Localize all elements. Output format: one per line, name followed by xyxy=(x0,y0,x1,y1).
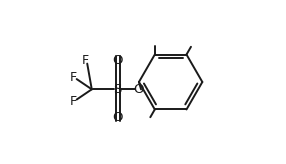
Text: S: S xyxy=(114,83,122,96)
Text: O: O xyxy=(113,54,123,67)
Text: O: O xyxy=(113,111,123,124)
Text: O: O xyxy=(133,83,143,96)
Text: F: F xyxy=(69,95,77,108)
Text: F: F xyxy=(82,54,89,67)
Text: F: F xyxy=(69,71,77,84)
